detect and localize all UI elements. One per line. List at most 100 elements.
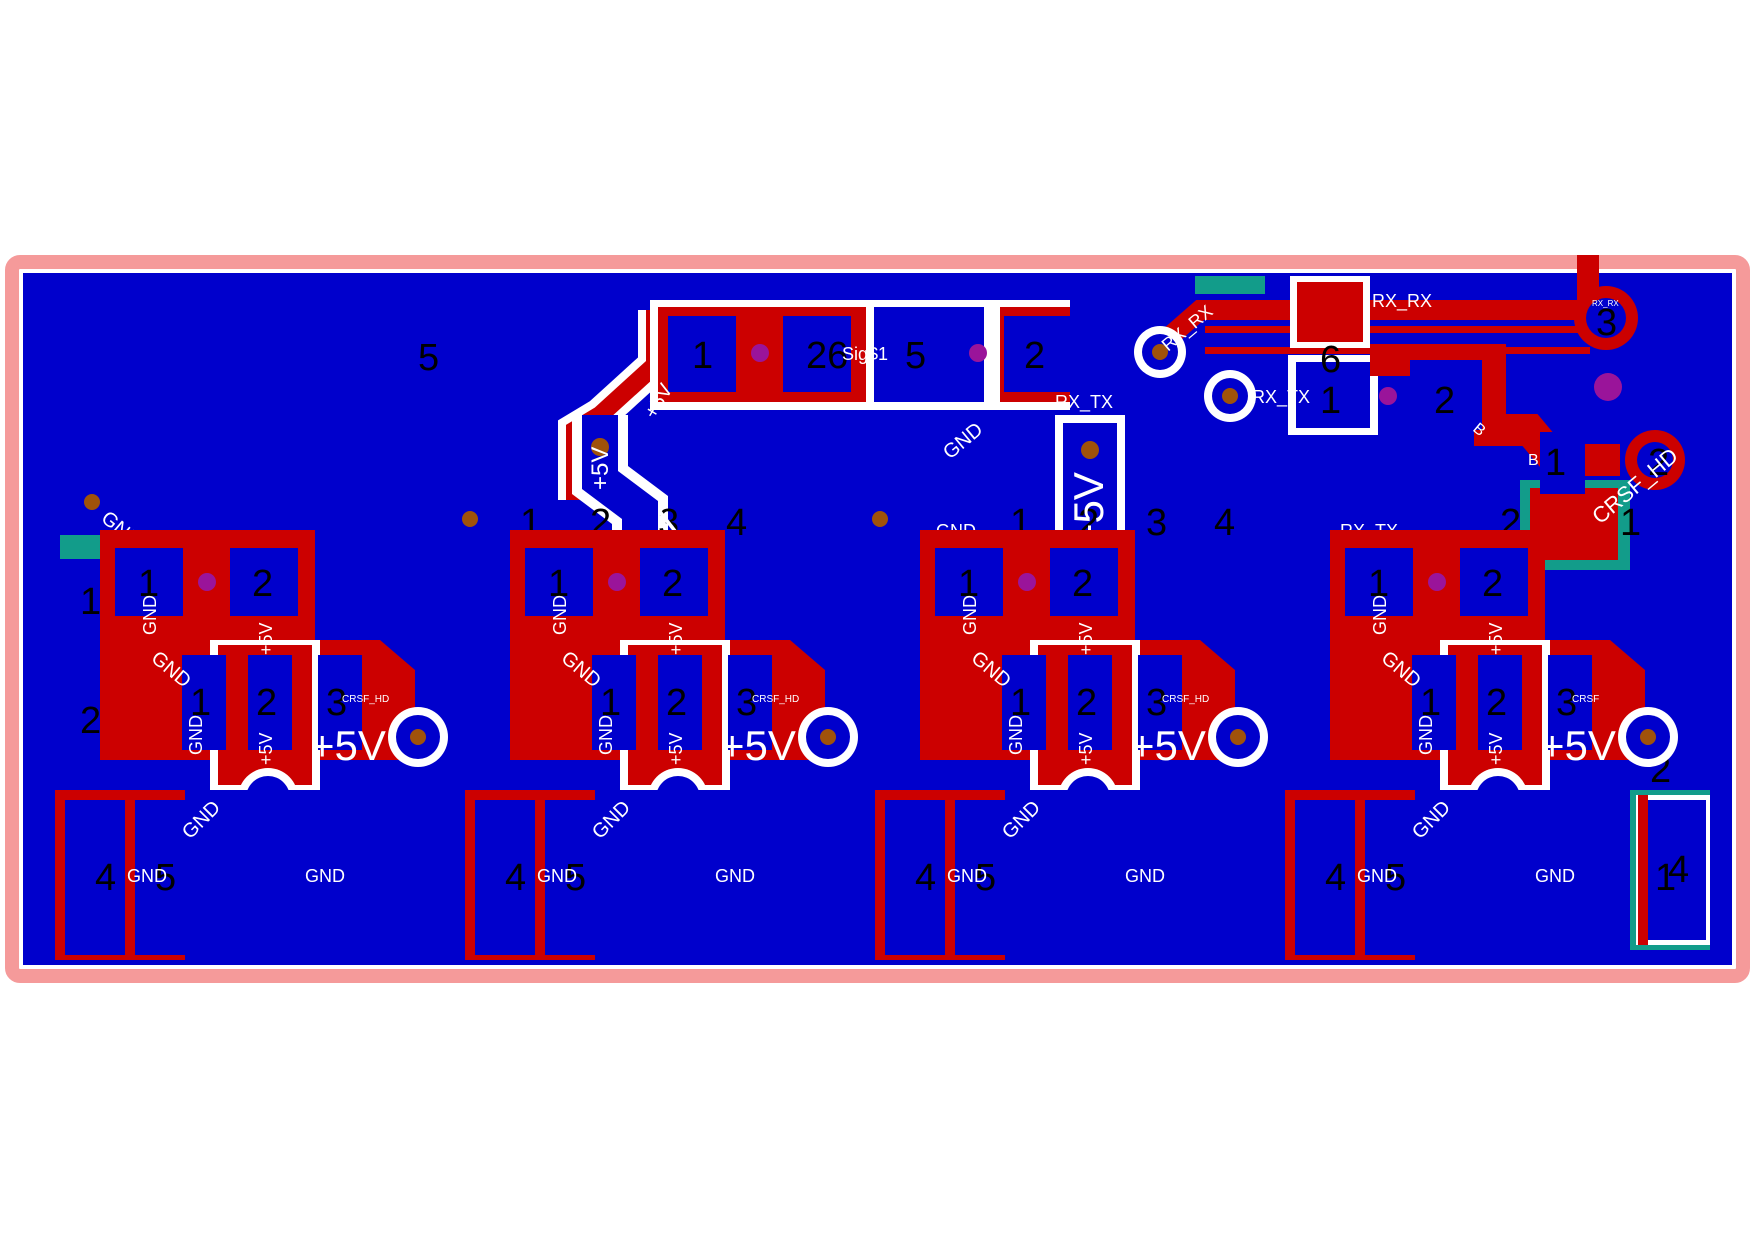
module-bottom-pad-right[interactable] [1365,800,1415,955]
module-5v-vertical-2: +5V [666,732,686,765]
net-rx-rx-label: RX_RX [1372,291,1432,312]
module-5v-vertical: +5V [1486,622,1506,655]
pin-1-label: 1 [1320,380,1341,422]
module-sig-pad-1[interactable] [1412,655,1456,750]
module-bottom-4-label: 4 [1325,857,1346,899]
module-gnd-vertical-2: GND [1006,715,1026,755]
module-pad-1-label: 1 [958,563,979,605]
top-pad-row: 1 26 Sig$1 5 2 [668,316,1072,392]
module-bottom-pad-right[interactable] [135,800,185,955]
module-crsf-label: CRSF_HD [1162,694,1209,705]
module-bottom-pad-left[interactable] [885,800,945,955]
module-via-purple [1018,573,1036,591]
pad-top-26[interactable] [783,316,851,392]
module-crsf-label: CRSF_HD [752,694,799,705]
pad-top-5[interactable] [892,316,952,392]
module-via-drill [820,729,836,745]
module-via-drill [1230,729,1246,745]
module-bottom-pad-gnd[interactable] [1420,790,1630,965]
module-5v-vertical: +5V [1076,622,1096,655]
module-pad-2[interactable] [640,548,708,616]
left-pin-1: 1 [80,581,101,623]
net-rx-rx-tag: RX_RX [1592,299,1619,308]
module-pad-1[interactable] [525,548,593,616]
module-sig-pad-2[interactable] [248,655,292,750]
module-pad-1-label: 1 [138,563,159,605]
module-crsf-label: CRSF_HD [342,694,389,705]
module-plus5-diag: +5V [310,722,386,769]
module-sig-pad-2[interactable] [658,655,702,750]
module-pad-2[interactable] [230,548,298,616]
module-bottom-pad-right[interactable] [545,800,595,955]
pad-top-2[interactable] [1004,316,1072,392]
pin-6-label: 6 [1320,339,1341,381]
module-pad-1[interactable] [115,548,183,616]
module-bottom-gnd-small: GND [537,866,577,886]
module-sig-1-label: 1 [1420,682,1441,724]
crsf-pin-1-label: 1 [1620,502,1641,544]
module-sig-3-label: 3 [1146,682,1167,724]
module-gnd-vertical-2: GND [186,715,206,755]
module-bottom-gnd: GND [1535,866,1575,886]
right-bottom-connector [1630,790,1710,950]
module-pad-2[interactable] [1460,548,1528,616]
module-sig-pad-3[interactable] [318,655,362,750]
module-pad-2-label: 2 [1072,563,1093,605]
via-top-a [751,344,769,362]
module-via-purple [608,573,626,591]
module-bottom-4-label: 4 [505,857,526,899]
pin-2-label: 2 [1434,380,1455,422]
right-pin-4: 4 [1668,849,1689,891]
module-bottom-5-label: 5 [975,857,996,899]
module-sig-2-label: 2 [1076,682,1097,724]
module-via-drill [1640,729,1656,745]
module-bottom-5-label: 5 [155,857,176,899]
net-rx-tx-mid: RX_TX [1055,392,1113,413]
module-5v-vertical-2: +5V [1486,732,1506,765]
module-sig-pad-2[interactable] [1478,655,1522,750]
module-5v-vertical: +5V [256,622,276,655]
pin-3-label: 3 [1596,302,1617,344]
via-top-b [969,344,987,362]
module-5v-vertical-2: +5V [1076,732,1096,765]
module-bottom-pad-left[interactable] [1295,800,1355,955]
module-bottom-4-label: 4 [95,857,116,899]
module-bottom-pad-gnd[interactable] [190,790,400,965]
module-sig-pad-1[interactable] [182,655,226,750]
module-pad-1[interactable] [1345,548,1413,616]
module-plus5-diag: +5V [1540,722,1616,769]
module-pad-2[interactable] [1050,548,1118,616]
net-b-label: B [1528,452,1539,469]
module-crsf-label: CRSF [1572,694,1599,705]
net-plus5v-b: +5V [587,447,614,490]
module-sig-pad-1[interactable] [592,655,636,750]
module-bottom-pad-gnd[interactable] [600,790,810,965]
module-sig-pad-3[interactable] [728,655,772,750]
top-right-block [1134,255,1685,570]
module-plus5-diag: +5V [720,722,796,769]
module-sig-2-label: 2 [256,682,277,724]
right-pin-1: 1 [1655,857,1676,899]
module-sig-pad-3[interactable] [1548,655,1592,750]
module-bottom-pad-gnd[interactable] [1010,790,1220,965]
module-sig-pad-3[interactable] [1138,655,1182,750]
header-a-pin-4: 4 [726,502,747,544]
pad-b-2-label: 2 [1648,442,1669,484]
module-sig-pad-2[interactable] [1068,655,1112,750]
module-sig-pad-1[interactable] [1002,655,1046,750]
module-sig-1-label: 1 [190,682,211,724]
module-bottom-pad-left[interactable] [65,800,125,955]
pad-top-1[interactable] [668,316,736,392]
module-sig-3-label: 3 [1556,682,1577,724]
left-pin-2: 2 [80,700,101,742]
module-bottom-pad-right[interactable] [955,800,1005,955]
module-bottom-pad-left[interactable] [475,800,535,955]
module-pad-2-label: 2 [662,563,683,605]
module-sig-3-label: 3 [326,682,347,724]
module-bottom-4-label: 4 [915,857,936,899]
module-pad-1[interactable] [935,548,1003,616]
module-gnd-vertical: GND [550,595,570,635]
